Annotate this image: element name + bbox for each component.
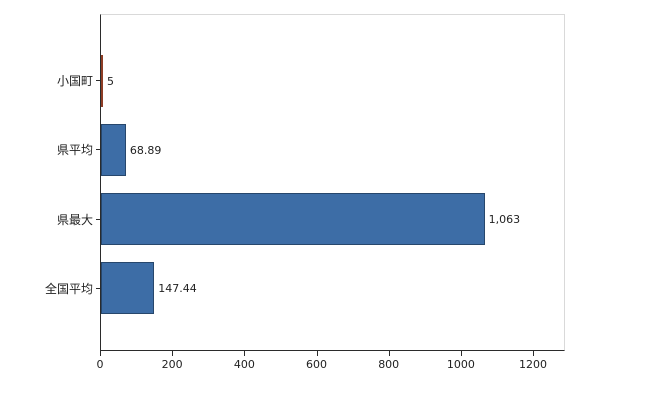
x-tick — [316, 351, 318, 356]
x-tick — [172, 351, 174, 356]
category-label: 小国町 — [56, 73, 93, 88]
category-label: 県最大 — [56, 212, 93, 227]
y-label-row: 小国町 — [0, 46, 100, 114]
x-tick-label: 1000 — [446, 358, 475, 371]
y-label-row: 県最大 — [0, 185, 100, 253]
y-tick — [96, 79, 100, 81]
x-tick-label: 0 — [96, 358, 104, 371]
x-axis: 0 200 400 600 800 1000 1200 — [96, 351, 565, 377]
bar-row: 147.44 — [101, 254, 564, 322]
value-label: 68.89 — [129, 143, 162, 157]
bar-row: 1,063 — [101, 185, 564, 253]
category-label: 全国平均 — [44, 282, 93, 297]
bar-row: 5 — [101, 47, 564, 115]
x-tick — [244, 351, 246, 356]
x-tick-label: 1200 — [519, 358, 548, 371]
x-tick-label: 800 — [378, 358, 400, 371]
value-label: 1,063 — [488, 212, 521, 226]
x-tick-label: 200 — [161, 358, 183, 371]
bar — [101, 193, 485, 245]
bar-rows: 5 68.89 1,063 147.44 — [101, 15, 564, 350]
category-label: 県平均 — [56, 143, 93, 158]
value-label: 5 — [107, 74, 114, 88]
plot-area: 5 68.89 1,063 147.44 — [100, 14, 565, 351]
x-tick-label: 600 — [306, 358, 328, 371]
x-tick — [100, 351, 101, 356]
x-tick — [533, 351, 535, 356]
y-tick — [96, 288, 100, 290]
y-label-row: 県平均 — [0, 116, 100, 184]
bar — [101, 55, 103, 107]
x-tick — [388, 351, 390, 356]
bar — [101, 262, 155, 314]
y-label-row: 全国平均 — [0, 255, 100, 323]
y-tick — [96, 218, 100, 220]
bar-row: 68.89 — [101, 116, 564, 184]
bar — [101, 124, 126, 176]
value-label: 147.44 — [158, 281, 197, 295]
y-tick — [96, 149, 100, 151]
x-tick-label: 400 — [233, 358, 255, 371]
y-axis-labels: 小国町県平均県最大全国平均 — [0, 14, 100, 351]
x-tick — [460, 351, 462, 356]
